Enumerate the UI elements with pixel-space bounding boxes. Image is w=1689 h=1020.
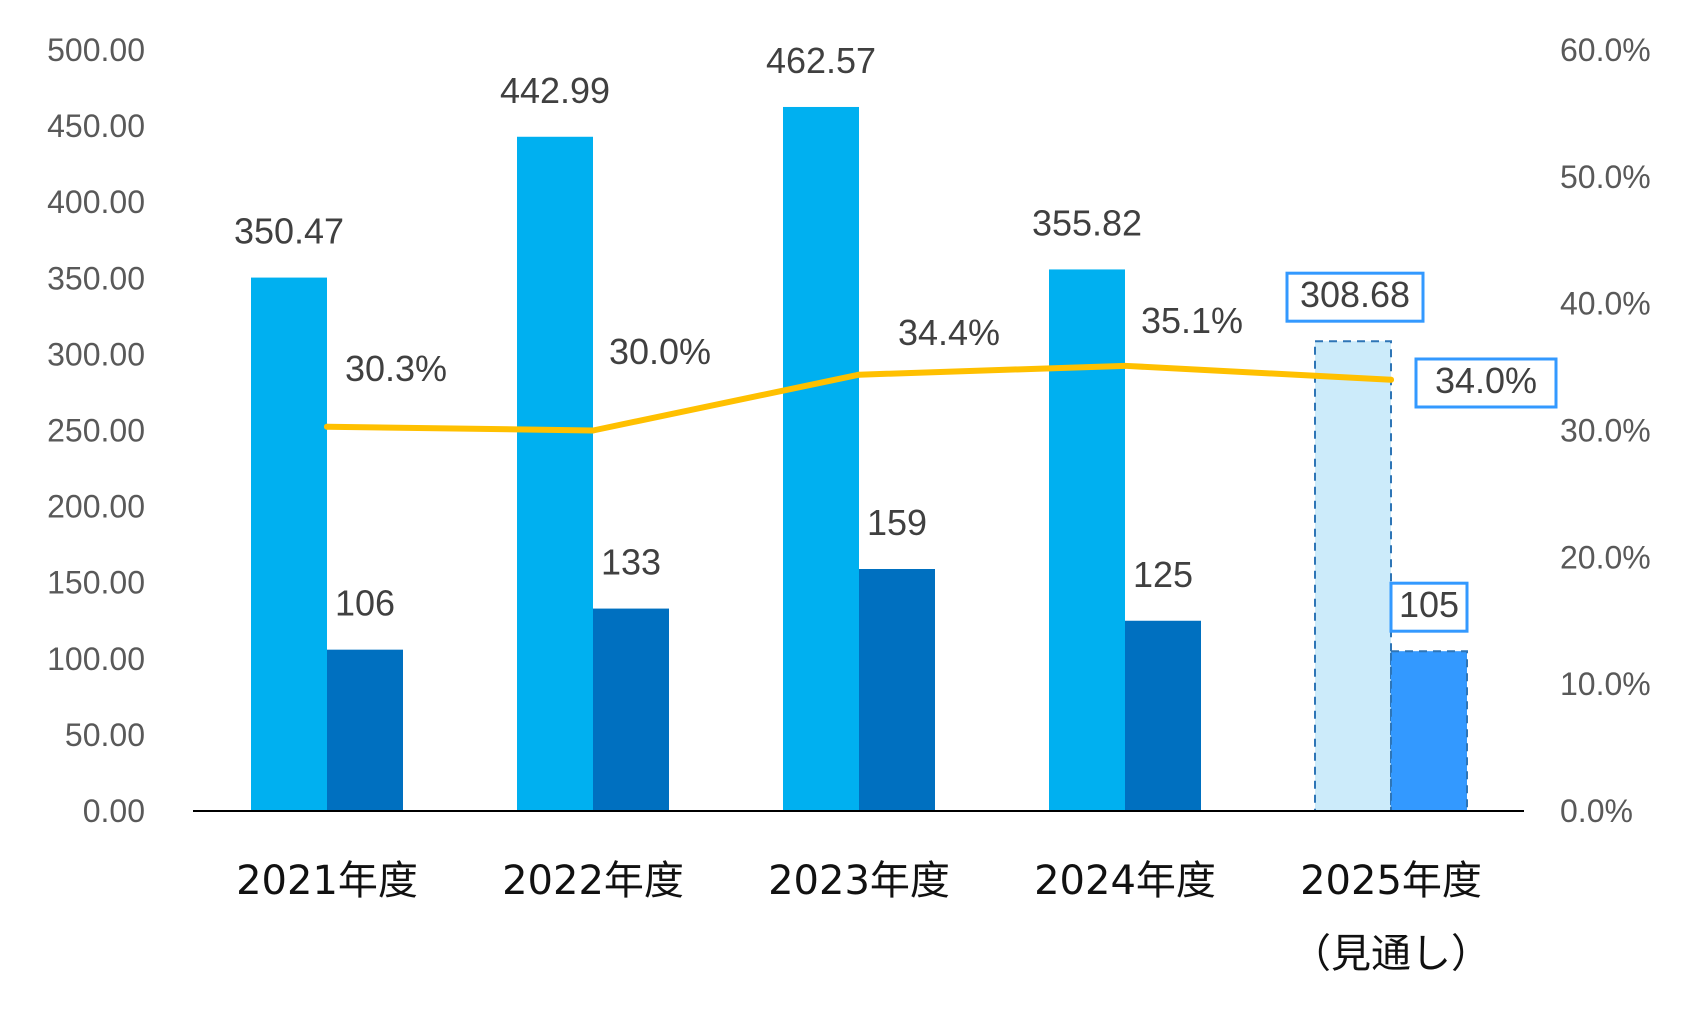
bar-series-2-data-label: 105	[1399, 584, 1459, 625]
right-tick-label: 20.0%	[1560, 539, 1651, 575]
data-labels: 350.47 442.99 462.57 355.82 308.68 106 133 159 1…	[234, 40, 1558, 633]
bar-series-2	[1390, 650, 1468, 812]
forecast-label-box	[1389, 581, 1469, 633]
left-tick-label: 250.00	[47, 413, 145, 449]
bar-series-2-data-label: 159	[867, 502, 927, 543]
right-tick-label: 0.0%	[1560, 793, 1633, 829]
left-tick-label: 200.00	[47, 489, 145, 525]
bar-series-1	[783, 106, 859, 812]
left-tick-label: 50.00	[65, 717, 145, 753]
left-tick-label: 450.00	[47, 108, 145, 144]
bar-series-2	[859, 569, 935, 811]
forecast-label-box	[1285, 271, 1425, 323]
left-tick-label: 350.00	[47, 260, 145, 296]
ratio-line-point	[856, 371, 862, 378]
bar-series-1-data-label: 462.57	[766, 40, 876, 81]
bar-series-1-data-label: 308.68	[1300, 274, 1410, 315]
bar-series-1	[517, 136, 593, 811]
left-tick-label: 0.00	[83, 793, 145, 829]
bar-series-2-data-label: 106	[335, 583, 395, 624]
bar-series-1	[1049, 269, 1125, 811]
line-series	[324, 362, 1394, 434]
ratio-line-point	[590, 427, 596, 434]
bar-series-1-data-label: 355.82	[1032, 202, 1142, 243]
bars	[251, 106, 1468, 812]
bar-series-1-data-label: 442.99	[500, 70, 610, 111]
ratio-data-label: 30.0%	[609, 331, 711, 372]
ratio-data-label: 34.4%	[898, 312, 1000, 353]
bar-series-2	[327, 649, 403, 811]
category-label: 2024年度	[1034, 858, 1216, 904]
right-axis: 0.0% 10.0% 20.0% 30.0% 40.0% 50.0% 60.0%	[1560, 32, 1651, 829]
bar-series-1	[1314, 340, 1392, 812]
bar-series-2-data-label: 125	[1133, 554, 1193, 595]
bar-series-2	[593, 608, 669, 811]
category-label: 2023年度	[768, 858, 950, 904]
left-axis: 0.00 50.00 100.00 150.00 200.00 250.00 300.00 3…	[47, 32, 145, 829]
ratio-line-point	[1122, 362, 1128, 369]
right-tick-label: 50.0%	[1560, 159, 1651, 195]
forecast-label-box	[1414, 357, 1558, 409]
right-tick-label: 40.0%	[1560, 286, 1651, 322]
bar-series-1	[251, 277, 327, 811]
bar-series-1-data-label: 350.47	[234, 211, 344, 252]
ratio-data-label: 35.1%	[1141, 300, 1243, 341]
category-label: 2025年度	[1300, 858, 1482, 904]
ratio-line-point	[1388, 376, 1394, 383]
bar-series-2-data-label: 133	[601, 542, 661, 583]
category-labels: 2021年度 2022年度 2023年度 2024年度 2025年度 （見通し）	[236, 858, 1491, 977]
category-label: 2022年度	[502, 858, 684, 904]
left-tick-label: 150.00	[47, 565, 145, 601]
right-tick-label: 10.0%	[1560, 666, 1651, 702]
ratio-line-point	[324, 423, 330, 430]
left-tick-label: 100.00	[47, 641, 145, 677]
category-sublabel: （見通し）	[1291, 931, 1491, 977]
right-tick-label: 30.0%	[1560, 413, 1651, 449]
left-tick-label: 500.00	[47, 32, 145, 68]
left-tick-label: 400.00	[47, 184, 145, 220]
ratio-data-label: 34.0%	[1435, 360, 1537, 401]
ratio-data-label: 30.3%	[345, 348, 447, 389]
left-tick-label: 300.00	[47, 336, 145, 372]
bar-series-2	[1125, 620, 1201, 811]
category-label: 2021年度	[236, 858, 418, 904]
right-tick-label: 60.0%	[1560, 32, 1651, 68]
